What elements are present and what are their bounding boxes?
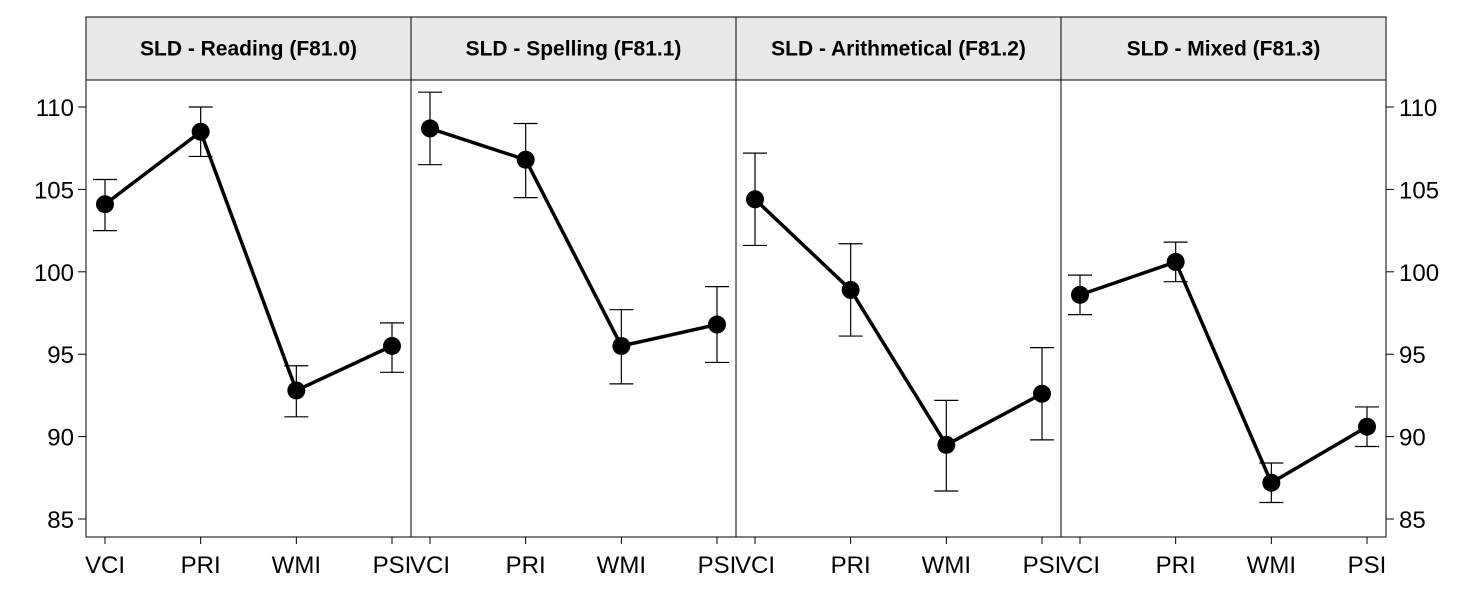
y-tick-label-right: 90 [1399,425,1426,452]
data-point [1033,384,1051,403]
x-tick-label: PSI [373,552,412,579]
panel-strip [735,16,1062,81]
y-tick-label-right: 110 [1399,95,1437,122]
y-tick-label-left: 110 [36,95,74,122]
panel-title: SLD - Reading (F81.0) [140,38,357,61]
x-tick-label: PSI [1348,552,1387,579]
panel-strip [1060,16,1387,81]
y-tick-label-right: 105 [1399,177,1439,204]
data-point [1262,473,1281,492]
series-line [103,129,393,393]
y-tick-label-left: 100 [34,260,74,287]
x-tick-label: PRI [506,552,546,579]
x-tick-label: WMI [597,552,646,579]
data-point [937,435,956,454]
data-point [708,315,726,334]
data-point [612,336,631,355]
data-point [1071,285,1089,304]
y-tick-label-right: 100 [1399,260,1439,287]
panel-title: SLD - Arithmetical (F81.2) [771,38,1026,61]
panel-title: SLD - Mixed (F81.3) [1127,38,1321,61]
data-point [516,150,535,169]
data-point [746,190,764,209]
y-tick-label-left: 105 [34,177,74,204]
x-tick-label: PSI [698,552,737,579]
x-tick-label: VCI [410,552,450,579]
panel-strip [410,16,737,81]
y-tick-label-left: 85 [47,507,74,534]
data-point [1166,252,1185,271]
data-point [1358,417,1376,436]
series-line [753,198,1043,447]
data-point [383,336,401,355]
y-tick-label-left: 95 [47,342,74,369]
x-tick-label: VCI [85,552,125,579]
x-tick-label: WMI [1247,552,1296,579]
x-tick-label: PRI [1156,552,1196,579]
x-tick-label: WMI [272,552,321,579]
data-point [96,195,114,214]
x-tick-label: PRI [181,552,221,579]
x-tick-label: PRI [831,552,871,579]
series-line [429,126,718,348]
data-point [841,280,860,299]
x-tick-label: VCI [1060,552,1100,579]
y-tick-label-right: 95 [1399,342,1426,369]
panel-title: SLD - Spelling (F81.1) [466,38,682,61]
data-point [287,381,306,400]
series-line [1079,260,1368,485]
y-tick-label-left: 90 [47,425,74,452]
data-point [421,119,439,138]
y-tick-label-right: 85 [1399,507,1426,534]
x-tick-label: VCI [735,552,775,579]
x-tick-label: PSI [1023,552,1062,579]
x-tick-label: WMI [922,552,971,579]
panel-strip [85,16,412,81]
data-point [191,122,210,141]
